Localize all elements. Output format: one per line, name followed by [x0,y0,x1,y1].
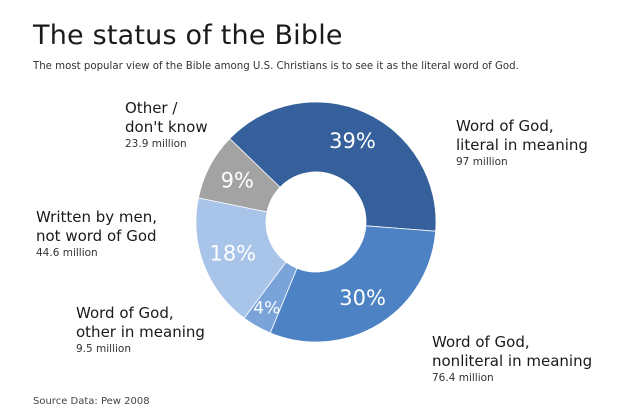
legend-label-other-meaning: Word of God, other in meaning 9.5 millio… [76,304,205,357]
percent-label-nonliteral: 30% [339,286,386,310]
slice-label-name: Written by men, not word of God [36,208,158,245]
chart-title: The status of the Bible [33,20,343,51]
chart-subtitle: The most popular view of the Bible among… [33,61,519,72]
slice-label-name: Word of God, other in meaning [76,304,205,341]
slice-label-amount: 44.6 million [36,247,98,259]
percent-label-literal: 39% [329,129,376,153]
slice-label-name: Word of God, nonliteral in meaning [432,333,593,370]
donut-slice-written-by-men [195,197,287,319]
slice-label-amount: 9.5 million [76,343,132,355]
slice-label-name: Word of God, literal in meaning [456,117,588,154]
percent-label-other-meaning: 4% [253,299,280,319]
percent-label-written-by-men: 18% [209,242,256,266]
legend-label-nonliteral: Word of God, nonliteral in meaning 76.4 … [432,333,592,386]
percent-labels: 39% 30% 4% 18% 9% [209,129,386,319]
percent-label-other-dont-know: 9% [221,168,254,192]
slice-label-amount: 76.4 million [432,372,494,384]
slice-label-amount: 23.9 million [125,138,187,150]
legend-label-other-dont-know: Other / don't know 23.9 million [125,99,208,152]
donut-slice-other-dont-know [197,138,281,213]
donut-slice-literal [229,101,437,232]
slice-label-name: Other / don't know [125,99,208,136]
donut-slices [195,101,437,343]
legend-label-literal: Word of God, literal in meaning 97 milli… [456,117,588,170]
donut-slice-nonliteral [269,225,437,343]
legend-label-written-by-men: Written by men, not word of God 44.6 mil… [36,208,157,261]
slice-label-amount: 97 million [456,156,508,168]
source-note: Source Data: Pew 2008 [33,396,150,407]
